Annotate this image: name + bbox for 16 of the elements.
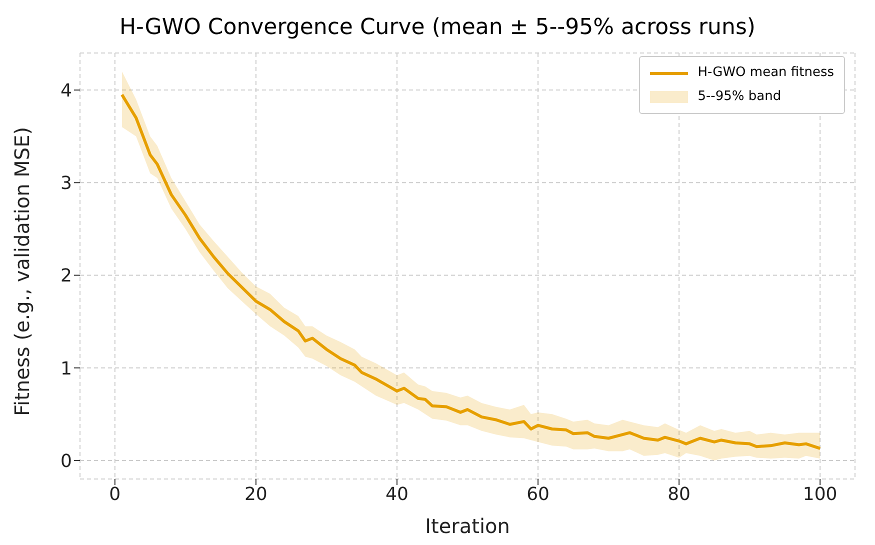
x-tick-label: 0 — [109, 484, 121, 505]
x-tick-label: 20 — [244, 484, 268, 505]
y-tick-label: 2 — [60, 266, 72, 287]
x-tick-label: 60 — [526, 484, 550, 505]
y-tick-label: 3 — [60, 173, 72, 194]
y-tick-label: 0 — [60, 450, 72, 472]
x-tick-label: 80 — [668, 484, 691, 505]
chart-title: H-GWO Convergence Curve (mean ± 5--95% across runs) — [118, 14, 756, 42]
x-axis-title: Iteration — [425, 514, 510, 538]
y-axis-title: Fitness (e.g., validation MSE) — [10, 126, 34, 416]
y-tick-label: 1 — [60, 358, 72, 380]
x-tick-label: 40 — [386, 484, 408, 505]
legend-label: H-GWO mean fitness — [698, 64, 834, 82]
y-tick-label: 4 — [60, 80, 72, 102]
x-tick-label: 100 — [802, 484, 838, 505]
annotation: 5--95% band — [698, 88, 782, 106]
